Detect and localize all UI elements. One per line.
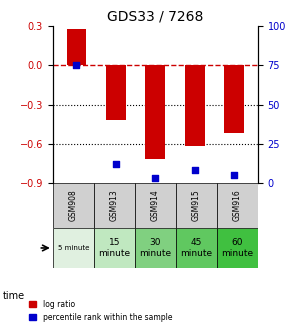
Bar bbox=[224, 65, 244, 133]
FancyBboxPatch shape bbox=[53, 228, 94, 268]
Point bbox=[232, 173, 236, 178]
Bar bbox=[145, 65, 165, 160]
FancyBboxPatch shape bbox=[135, 228, 176, 268]
Title: GDS33 / 7268: GDS33 / 7268 bbox=[107, 9, 203, 24]
Text: 15
minute: 15 minute bbox=[98, 238, 130, 258]
FancyBboxPatch shape bbox=[94, 228, 135, 268]
Text: GSM916: GSM916 bbox=[233, 190, 242, 221]
FancyBboxPatch shape bbox=[135, 183, 176, 228]
Text: 60
minute: 60 minute bbox=[221, 238, 253, 258]
Bar bbox=[67, 29, 86, 65]
Text: 5 minute: 5 minute bbox=[57, 245, 89, 251]
FancyBboxPatch shape bbox=[176, 228, 217, 268]
Legend: log ratio, percentile rank within the sample: log ratio, percentile rank within the sa… bbox=[27, 298, 173, 323]
Point bbox=[74, 63, 79, 68]
FancyBboxPatch shape bbox=[217, 183, 258, 228]
Point bbox=[153, 176, 158, 181]
Text: GSM913: GSM913 bbox=[110, 190, 119, 221]
Text: 30
minute: 30 minute bbox=[139, 238, 171, 258]
Bar bbox=[106, 65, 126, 120]
Text: GSM915: GSM915 bbox=[192, 190, 201, 221]
Point bbox=[193, 168, 197, 173]
Text: 45
minute: 45 minute bbox=[180, 238, 212, 258]
Bar bbox=[185, 65, 205, 146]
Text: time: time bbox=[3, 291, 25, 301]
FancyBboxPatch shape bbox=[53, 183, 94, 228]
FancyBboxPatch shape bbox=[217, 228, 258, 268]
FancyBboxPatch shape bbox=[94, 183, 135, 228]
Text: GSM908: GSM908 bbox=[69, 190, 78, 221]
FancyBboxPatch shape bbox=[176, 183, 217, 228]
Point bbox=[113, 162, 118, 167]
Text: GSM914: GSM914 bbox=[151, 190, 160, 221]
